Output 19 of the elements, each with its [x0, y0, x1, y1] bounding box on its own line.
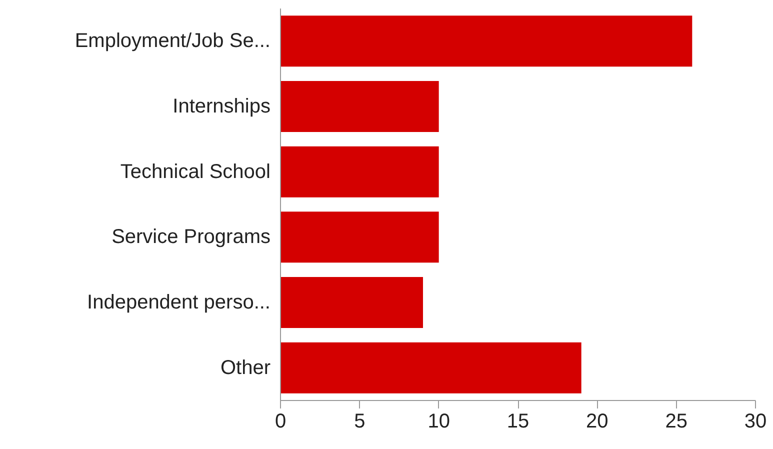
- bar: [280, 277, 423, 328]
- x-tick-label: 15: [506, 410, 530, 432]
- y-tick-label: Technical School: [120, 160, 271, 183]
- x-tick-label: 10: [428, 410, 450, 432]
- x-tick-label: 20: [586, 410, 608, 432]
- bar: [280, 16, 692, 67]
- x-tick-label: 5: [354, 410, 366, 432]
- bar: [280, 81, 439, 132]
- y-tick-label: Other: [220, 356, 271, 379]
- y-tick-label: Employment/Job Se...: [74, 30, 271, 52]
- x-tick-label: 0: [274, 410, 286, 432]
- x-tick-label: 30: [744, 410, 767, 432]
- y-tick-label: Internships: [172, 96, 271, 118]
- bar: [280, 342, 582, 394]
- y-tick-label: Service Programs: [112, 226, 270, 248]
- y-tick-label: Independent perso...: [87, 292, 271, 314]
- bar: [280, 146, 439, 198]
- bar: [280, 212, 439, 263]
- x-tick-label: 25: [665, 410, 688, 432]
